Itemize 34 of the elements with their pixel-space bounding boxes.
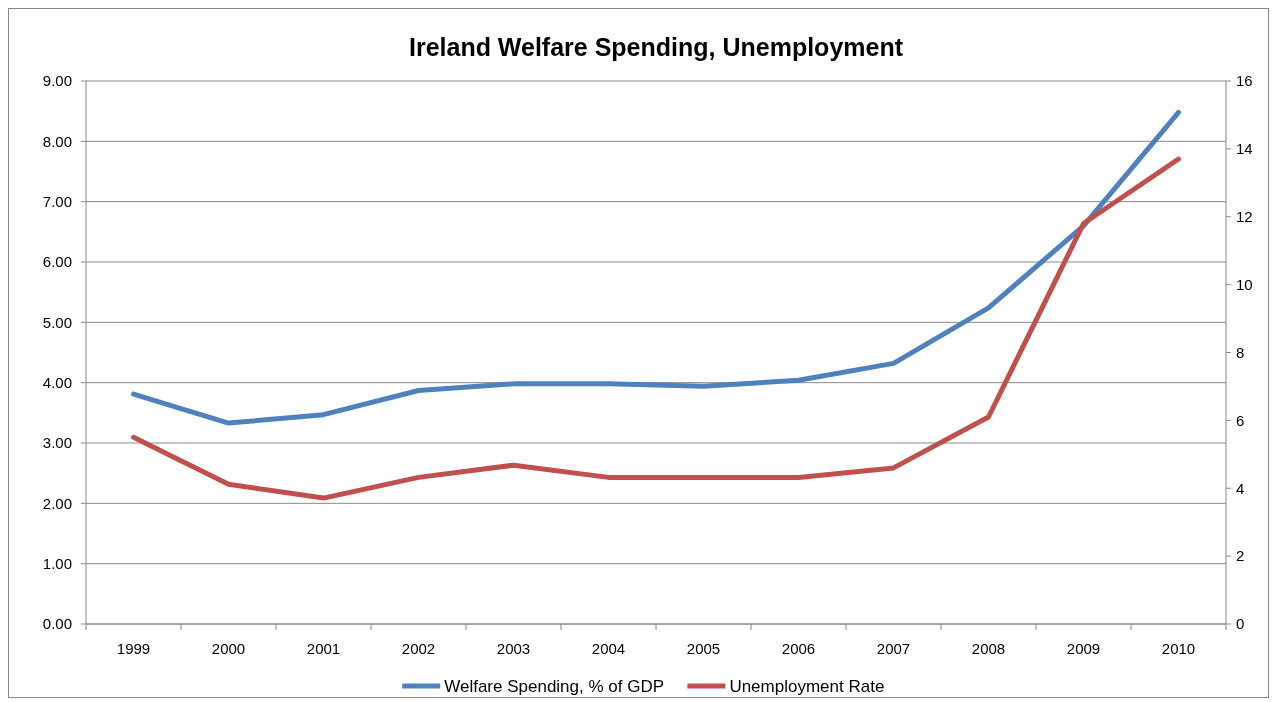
y-tick-label: 0.00 bbox=[42, 615, 72, 633]
x-tick-label: 1999 bbox=[116, 640, 151, 657]
y-tick-label: 6.00 bbox=[42, 253, 72, 271]
x-tick-label: 2010 bbox=[1161, 640, 1196, 657]
x-tick-label: 2008 bbox=[971, 640, 1006, 657]
legend-label: Welfare Spending, % of GDP bbox=[444, 677, 665, 696]
y2-tick-label: 10 bbox=[1236, 275, 1253, 293]
y-tick-label: 3.00 bbox=[42, 434, 72, 452]
y2-tick-label: 16 bbox=[1236, 72, 1253, 90]
y-tick-label: 7.00 bbox=[42, 192, 72, 210]
y2-tick-label: 12 bbox=[1236, 208, 1253, 225]
x-tick-label: 2001 bbox=[306, 640, 341, 657]
y-tick-label: 9.00 bbox=[42, 72, 72, 90]
y-tick-label: 8.00 bbox=[42, 132, 72, 150]
y2-tick-label: 4 bbox=[1236, 479, 1245, 497]
y-tick-label: 5.00 bbox=[42, 313, 72, 331]
chart-title: Ireland Welfare Spending, Unemployment bbox=[408, 33, 904, 61]
x-tick-label: 2000 bbox=[211, 640, 246, 657]
y2-tick-label: 8 bbox=[1236, 343, 1245, 361]
y-tick-label: 4.00 bbox=[42, 373, 72, 391]
x-tick-label: 2004 bbox=[591, 640, 626, 657]
y-tick-label: 2.00 bbox=[42, 494, 72, 512]
legend-label: Unemployment Rate bbox=[729, 677, 885, 696]
y-tick-label: 1.00 bbox=[42, 554, 72, 572]
y2-tick-label: 2 bbox=[1236, 547, 1245, 565]
x-tick-label: 2002 bbox=[401, 640, 436, 657]
x-tick-label: 2007 bbox=[876, 640, 911, 657]
x-tick-label: 2009 bbox=[1066, 640, 1101, 657]
y2-tick-label: 14 bbox=[1236, 140, 1253, 158]
x-tick-label: 2006 bbox=[781, 640, 816, 657]
x-tick-label: 2003 bbox=[496, 640, 531, 657]
y2-tick-label: 0 bbox=[1236, 615, 1245, 633]
x-tick-label: 2005 bbox=[686, 640, 721, 657]
y2-tick-label: 6 bbox=[1236, 411, 1245, 429]
